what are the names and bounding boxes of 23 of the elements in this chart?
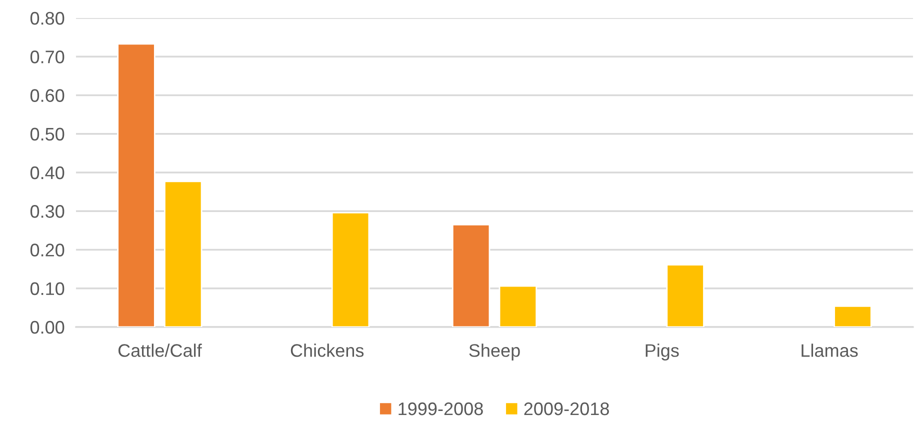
- y-tick-label: 0.00: [30, 320, 64, 334]
- y-tick-label: 0.20: [30, 244, 64, 256]
- x-tick-label: Chickens: [290, 344, 364, 357]
- y-tick-label: 0.70: [30, 50, 64, 64]
- bar: [452, 224, 490, 327]
- bar: [331, 212, 370, 327]
- bar: [834, 305, 872, 327]
- x-tick-label: Sheep: [469, 344, 520, 360]
- x-tick-label: Pigs: [646, 344, 679, 360]
- y-tick-label: 0.60: [30, 89, 64, 102]
- y-tick-label: 0.40: [30, 166, 64, 180]
- bar: [164, 180, 202, 327]
- y-tick-label: 0.80: [30, 12, 64, 25]
- bar: [117, 43, 156, 327]
- legend-label: 1999-2008: [398, 402, 483, 416]
- y-tick-label: 0.30: [30, 205, 64, 218]
- bar: [498, 285, 538, 327]
- x-tick-label: Cattle/Calf: [118, 344, 202, 357]
- bar: [666, 264, 704, 327]
- x-tick-label: Llamas: [802, 344, 858, 357]
- y-tick-label: 0.10: [30, 282, 64, 296]
- legend-label: 2009-2018: [524, 402, 609, 416]
- y-tick-label: 0.50: [30, 128, 64, 141]
